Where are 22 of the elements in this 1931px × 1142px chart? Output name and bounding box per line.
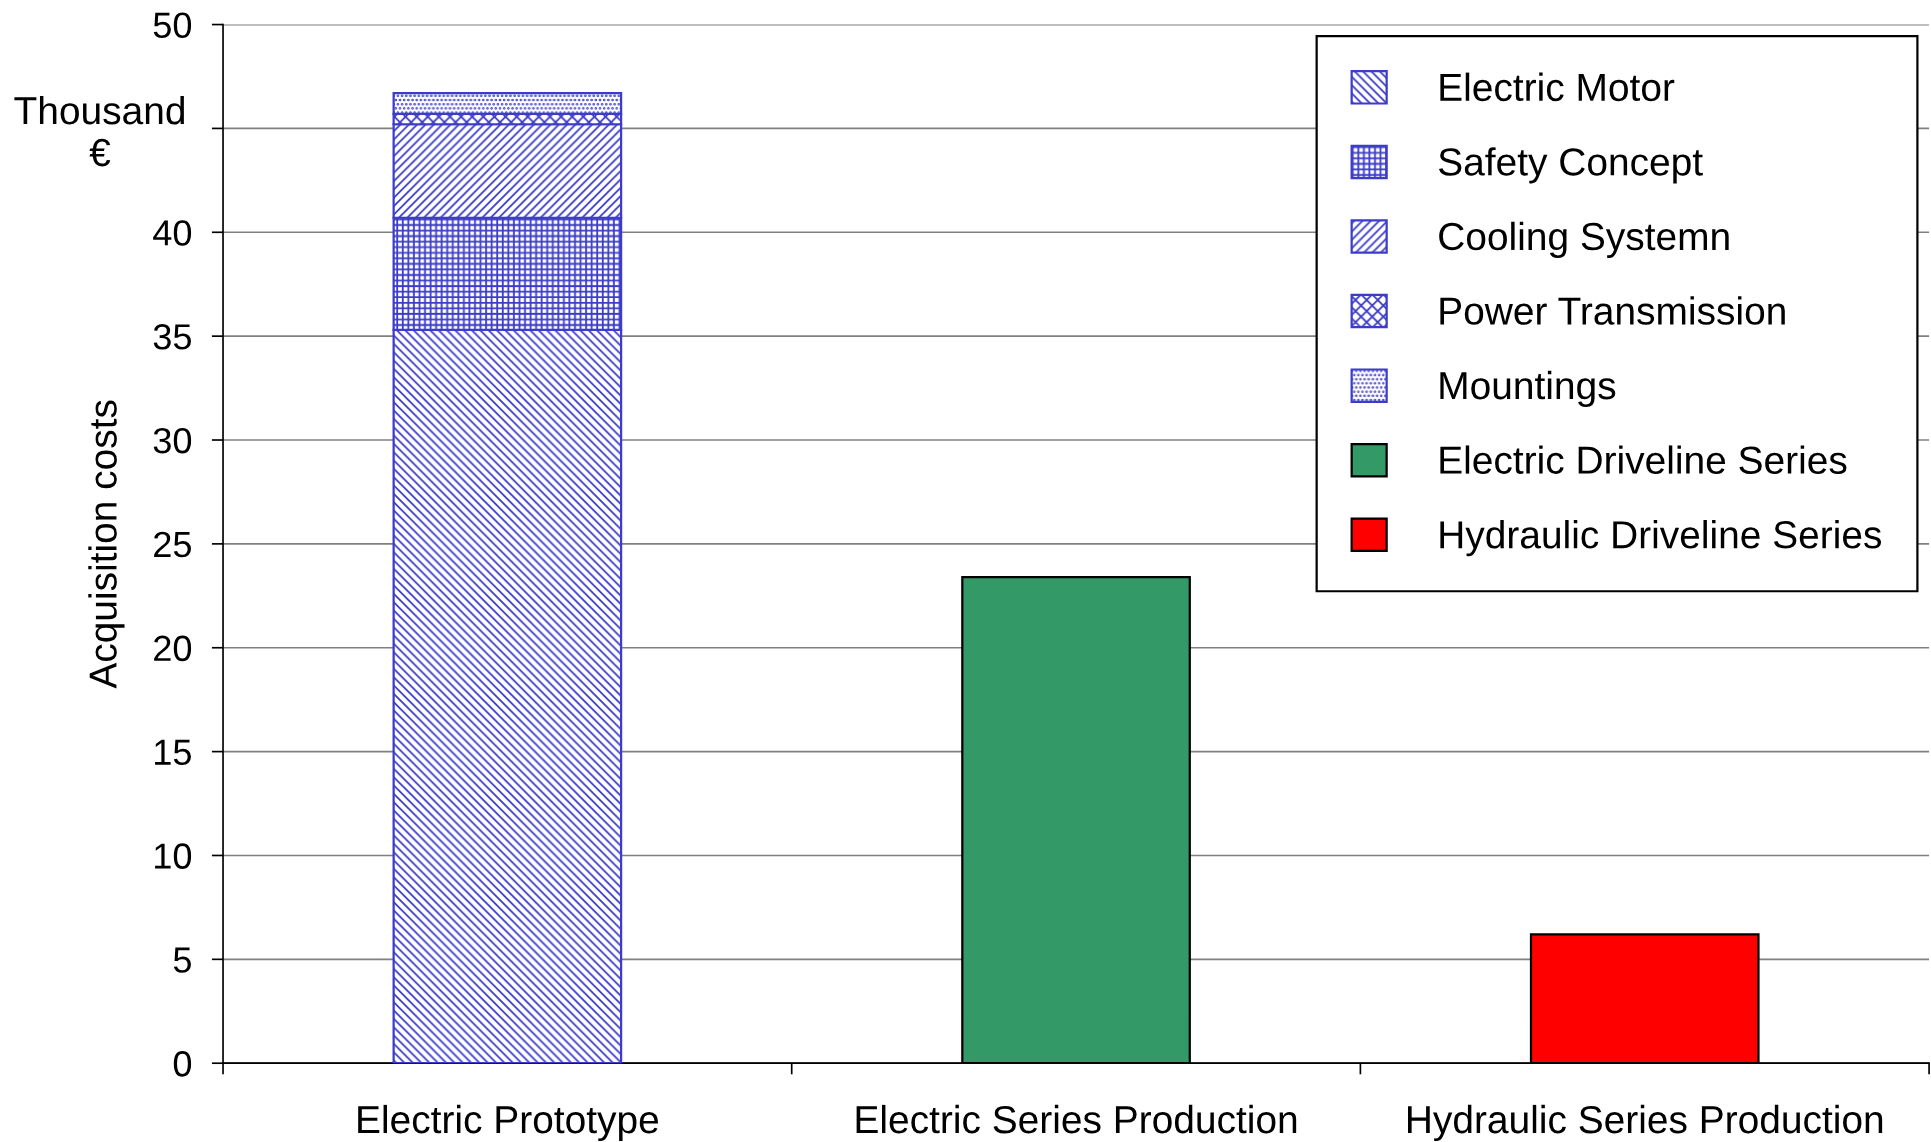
y-tick-label: 0 [173,1051,192,1077]
legend-label: Power Transmission [1440,296,1785,325]
text: Thousand € [14,95,184,167]
y-tick-label: 50 [153,12,192,38]
y-axis-title: Acquisition costs [88,400,125,689]
legend-label: Electric Motor [1440,72,1675,102]
legend-label: Hydraulic Driveline Series [1440,520,1882,557]
y-tick-label: 30 [153,427,192,454]
y-tick-label: 5 [173,947,191,973]
legend-label: Mountings [1440,370,1616,408]
y-tick-label: 25 [154,531,191,558]
x-tick-label: Hydraulic Series Production [1408,1104,1883,1142]
y-tick-label: 40 [153,220,192,246]
legend-label: Safety Concept [1438,147,1703,184]
y-tick-label: 15 [155,739,191,766]
y-tick-label: 20 [154,635,192,662]
x-tick-label: Electric Series Production [856,1104,1297,1134]
x-tick-label: Electric Prototype [358,1104,659,1142]
y-tick-label: 35 [153,324,191,350]
y-tick-label: 10 [155,843,192,869]
legend-label: Cooling Systemn [1439,221,1729,258]
legend-label: Electric Driveline Series [1440,445,1847,475]
